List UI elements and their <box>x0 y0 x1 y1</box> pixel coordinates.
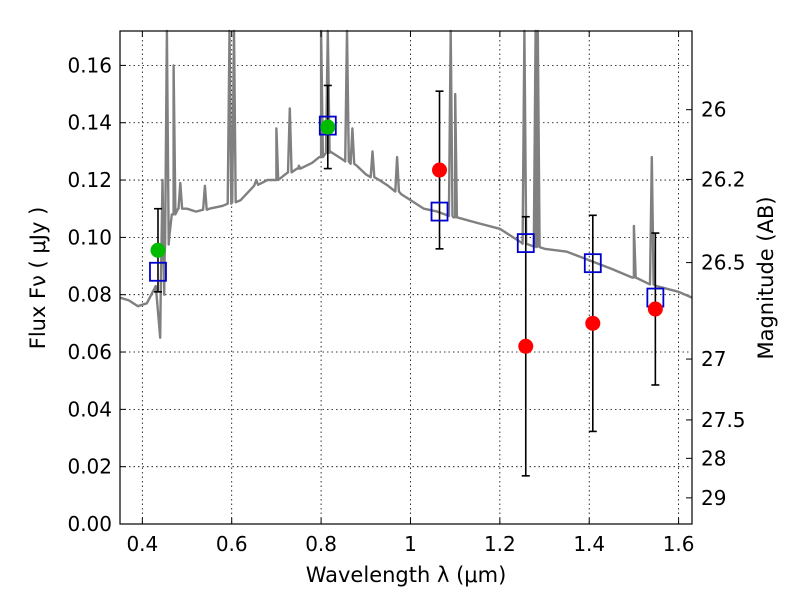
x-tick-label: 1.6 <box>663 532 695 556</box>
y2-axis-ticks: 26 26.2 26.5 27 27.5 28 29 <box>686 98 746 510</box>
model-point <box>516 233 535 254</box>
y-axis-ticks: 0.00 0.02 0.04 0.06 0.08 0.10 0.12 0.14 0.16 <box>67 53 126 536</box>
y-tick-label: 0.16 <box>67 53 112 77</box>
measured-point <box>150 242 166 258</box>
y2-tick-label: 27.5 <box>701 408 746 432</box>
y2-tick-label: 26 <box>701 98 726 122</box>
model-point <box>430 201 449 222</box>
measured-point <box>320 119 336 135</box>
y2-tick-label: 29 <box>701 486 726 510</box>
x-axis-label: Wavelength λ (μm) <box>306 563 507 587</box>
sed-model-curve <box>119 29 693 339</box>
y2-axis-label: Magnitude (AB) <box>754 196 778 359</box>
x-tick-label: 1 <box>404 532 417 556</box>
y-tick-label: 0.10 <box>67 225 112 249</box>
measured-point <box>585 315 601 331</box>
y2-tick-label: 26.2 <box>701 167 746 191</box>
model-point <box>583 253 602 274</box>
y2-tick-label: 26.5 <box>701 251 746 275</box>
x-tick-label: 0.4 <box>126 532 158 556</box>
y2-tick-label: 27 <box>701 347 726 371</box>
y-axis-label: Flux Fν ( μJy ) <box>26 207 50 350</box>
sed-line <box>119 29 693 339</box>
x-tick-label: 1.2 <box>484 532 516 556</box>
y-tick-label: 0.06 <box>67 340 112 364</box>
y2-tick-label: 28 <box>701 446 726 470</box>
model-points <box>149 115 665 308</box>
y-tick-label: 0.14 <box>67 111 112 135</box>
y-tick-label: 0.00 <box>67 512 112 536</box>
y-tick-label: 0.04 <box>67 397 112 421</box>
x-tick-label: 0.8 <box>305 532 337 556</box>
y-tick-label: 0.12 <box>67 168 112 192</box>
y-tick-label: 0.02 <box>67 455 112 479</box>
model-point <box>318 115 337 136</box>
measured-point <box>518 338 534 354</box>
measured-points <box>150 119 663 354</box>
x-tick-label: 0.6 <box>216 532 248 556</box>
x-tick-label: 1.4 <box>573 532 605 556</box>
measured-point <box>647 301 663 317</box>
plot-frame <box>119 30 693 525</box>
grid <box>120 31 692 524</box>
x-axis-ticks: 0.4 0.6 0.8 1 1.2 1.4 1.6 <box>126 31 695 556</box>
model-point <box>149 261 167 282</box>
measured-point <box>432 162 448 178</box>
y-tick-label: 0.08 <box>67 283 112 307</box>
